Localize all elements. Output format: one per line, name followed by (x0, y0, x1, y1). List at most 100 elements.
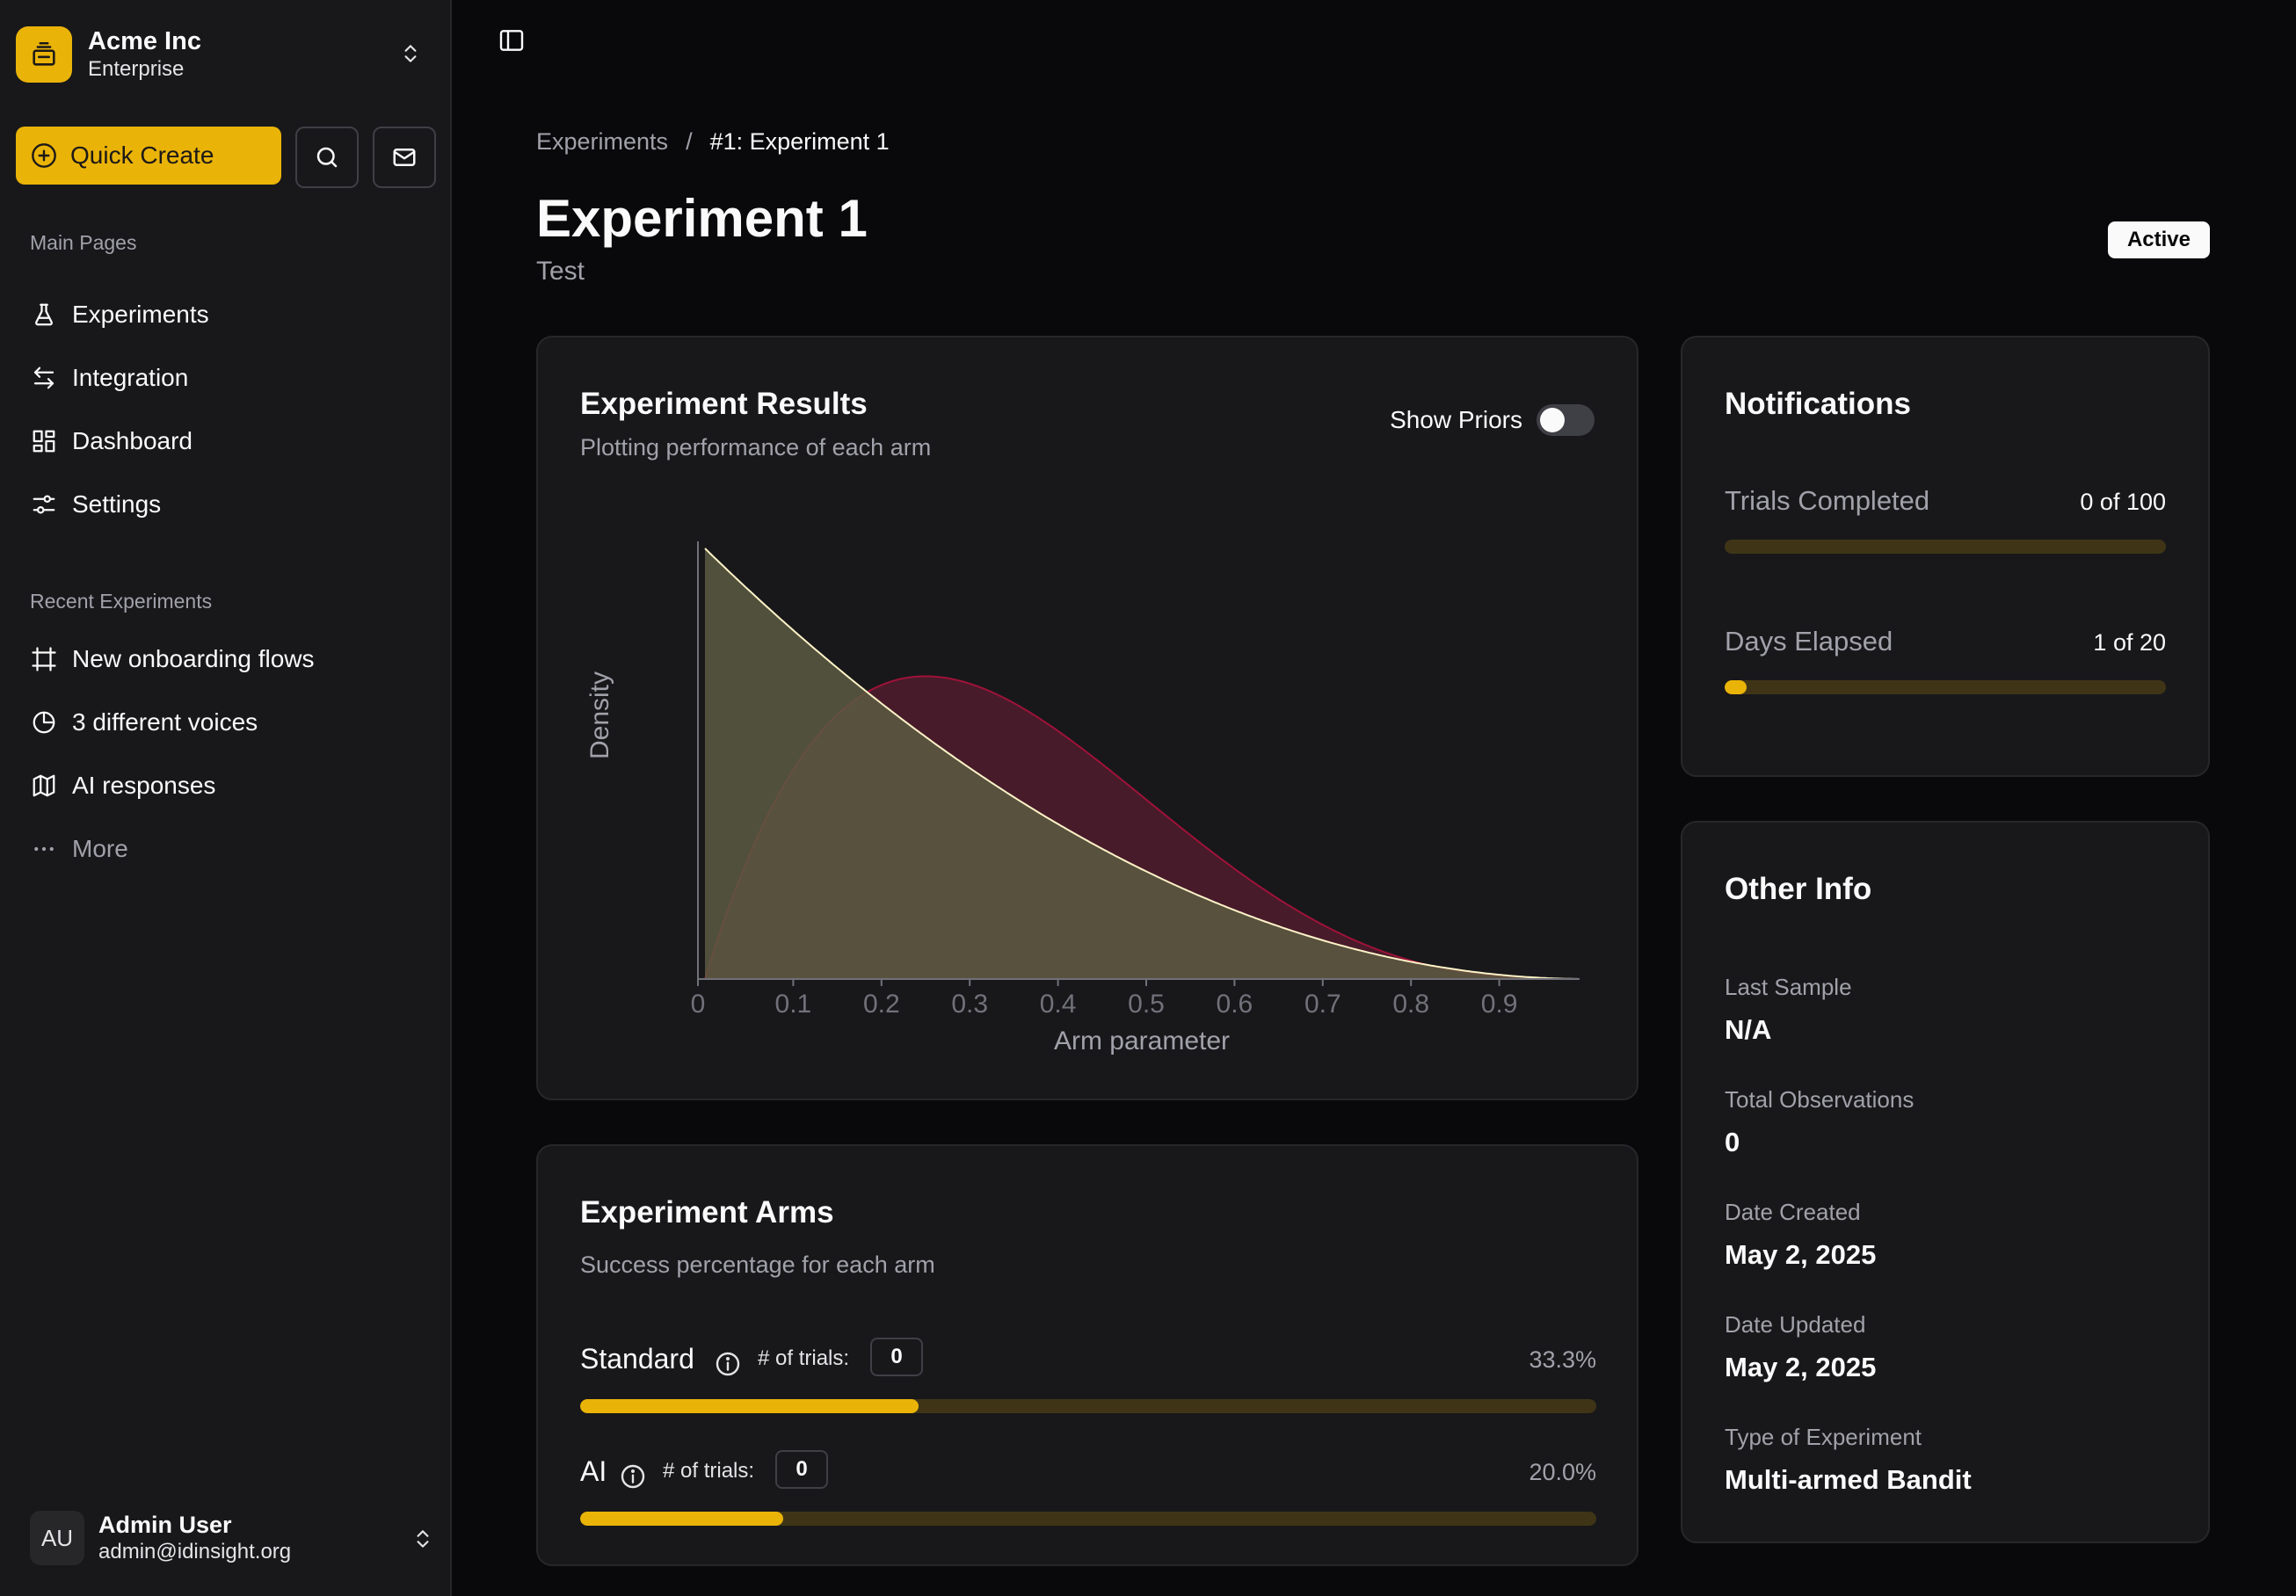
chart-x-ticks: 0 0.1 0.2 0.3 0.4 0.5 0.6 0.7 0.8 0.9 (691, 979, 1518, 1019)
chart-y-axis-label: Density (585, 671, 614, 759)
notifications-title: Notifications (1725, 387, 1911, 421)
days-elapsed-label: Days Elapsed (1725, 626, 1893, 657)
x-tick-label: 0.5 (1128, 990, 1165, 1019)
arm-name: Standard (580, 1343, 694, 1375)
sidebar-item-settings[interactable]: Settings (30, 482, 161, 526)
trials-label: # of trials: (663, 1459, 755, 1483)
sidebar-item-label: New onboarding flows (72, 645, 315, 672)
sidebar-item-label: AI responses (72, 772, 216, 799)
page-subtitle: Test (536, 257, 585, 286)
arm-name: AI (580, 1455, 607, 1487)
arm-success-percent: 33.3% (1529, 1346, 1596, 1373)
arm-progress-fill (580, 1399, 919, 1413)
x-tick-label: 0.8 (1392, 990, 1429, 1019)
user-email: admin@idinsight.org (98, 1540, 292, 1563)
breadcrumb-separator: / (686, 128, 693, 155)
user-name: Admin User (98, 1512, 232, 1538)
team-name: Acme Inc (88, 27, 201, 55)
sliders-icon (30, 490, 58, 519)
chart-x-axis-label: Arm parameter (1054, 1027, 1230, 1056)
team-plan: Enterprise (88, 57, 185, 81)
sidebar-item-label: Integration (72, 364, 189, 391)
breadcrumb: Experiments / #1: Experiment 1 (536, 128, 890, 156)
trials-completed-label: Trials Completed (1725, 485, 1930, 516)
team-switcher[interactable]: Acme Inc Enterprise (16, 16, 434, 93)
arm-progress-track (580, 1399, 1596, 1413)
experiment-type-label: Type of Experiment (1725, 1424, 1922, 1450)
arm-success-percent: 20.0% (1529, 1459, 1596, 1485)
user-menu[interactable]: AU Admin User admin@idinsight.org (30, 1508, 434, 1568)
arm-row-standard: Standard # of trials: 0 33.3% (580, 1338, 1596, 1448)
recent-experiments-label: Recent Experiments (30, 590, 213, 613)
results-card-title: Experiment Results (580, 387, 868, 421)
trials-count: 0 (870, 1338, 923, 1376)
sidebar-panel-icon (499, 30, 524, 51)
date-updated-label: Date Updated (1725, 1311, 1866, 1338)
arm-progress-track (580, 1512, 1596, 1526)
progress-fill (1725, 680, 1747, 694)
show-priors-control: Show Priors (1390, 404, 1595, 436)
arm-row-ai: AI # of trials: 0 20.0% (580, 1450, 1596, 1561)
ellipsis-icon (30, 835, 58, 863)
sidebar-item-3-different-voices[interactable]: 3 different voices (30, 700, 258, 744)
results-card-description: Plotting performance of each arm (580, 434, 932, 461)
x-tick-label: 0 (691, 990, 706, 1019)
info-icon[interactable] (619, 1462, 647, 1495)
inbox-button[interactable] (373, 127, 436, 188)
sidebar-item-label: More (72, 835, 128, 862)
chevrons-up-down-icon (399, 39, 422, 73)
trials-completed-progress (1725, 540, 2166, 554)
info-icon[interactable] (714, 1350, 742, 1382)
show-priors-toggle[interactable] (1537, 404, 1595, 436)
arms-card-title: Experiment Arms (580, 1195, 834, 1230)
date-created-value: May 2, 2025 (1725, 1239, 1877, 1270)
arms-card-description: Success percentage for each arm (580, 1251, 935, 1278)
chevrons-up-down-icon (411, 1524, 434, 1558)
x-tick-label: 0.9 (1481, 990, 1518, 1019)
search-icon (316, 147, 338, 168)
sidebar: Acme Inc Enterprise Quick Create Main Pa… (0, 0, 452, 1596)
arrows-exchange-icon (30, 364, 58, 392)
density-line-series-0 (704, 548, 1580, 980)
toggle-sidebar-button[interactable] (496, 25, 527, 56)
x-tick-label: 0.2 (863, 990, 900, 1019)
density-chart: 0 0.1 0.2 0.3 0.4 0.5 0.6 0.7 0.8 0.9 Arm paramet… (585, 541, 1580, 1056)
experiment-results-card: Experiment Results Plotting performance … (536, 336, 1638, 1100)
other-info-card: Other Info Last Sample N/A Total Observa… (1681, 821, 2210, 1543)
other-info-title: Other Info (1725, 872, 1872, 906)
total-observations-value: 0 (1725, 1127, 1740, 1157)
mail-icon (393, 149, 416, 166)
show-priors-label: Show Priors (1390, 406, 1522, 433)
experiment-arms-card: Experiment Arms Success percentage for e… (536, 1144, 1638, 1566)
arm-progress-fill (580, 1512, 784, 1526)
x-tick-label: 0.4 (1040, 990, 1077, 1019)
sidebar-item-dashboard[interactable]: Dashboard (30, 419, 193, 463)
sidebar-item-label: Dashboard (72, 427, 193, 454)
sidebar-item-new-onboarding-flows[interactable]: New onboarding flows (30, 637, 315, 681)
flask-icon (30, 301, 58, 329)
experiment-type-value: Multi-armed Bandit (1725, 1464, 1972, 1495)
quick-create-label: Quick Create (70, 141, 214, 169)
sidebar-item-more[interactable]: More (30, 827, 128, 871)
sidebar-item-experiments[interactable]: Experiments (30, 293, 209, 337)
quick-create-button[interactable]: Quick Create (16, 127, 281, 185)
trials-count: 0 (775, 1450, 828, 1489)
breadcrumb-current: #1: Experiment 1 (709, 128, 890, 155)
main-pages-label: Main Pages (30, 231, 137, 254)
sidebar-item-label: Settings (72, 490, 162, 518)
x-tick-label: 0.3 (951, 990, 988, 1019)
sidebar-item-integration[interactable]: Integration (30, 356, 188, 400)
search-button[interactable] (295, 127, 359, 188)
total-observations-label: Total Observations (1725, 1086, 1915, 1113)
chart-areas (704, 548, 1580, 980)
date-updated-value: May 2, 2025 (1725, 1352, 1877, 1382)
frame-icon (30, 645, 58, 673)
sidebar-item-label: 3 different voices (72, 708, 258, 736)
x-tick-label: 0.1 (775, 990, 812, 1019)
sidebar-item-ai-responses[interactable]: AI responses (30, 764, 215, 808)
dashboard-grid-icon (30, 427, 58, 455)
sidebar-item-label: Experiments (72, 301, 209, 328)
breadcrumb-experiments-link[interactable]: Experiments (536, 128, 669, 155)
avatar: AU (30, 1511, 84, 1565)
